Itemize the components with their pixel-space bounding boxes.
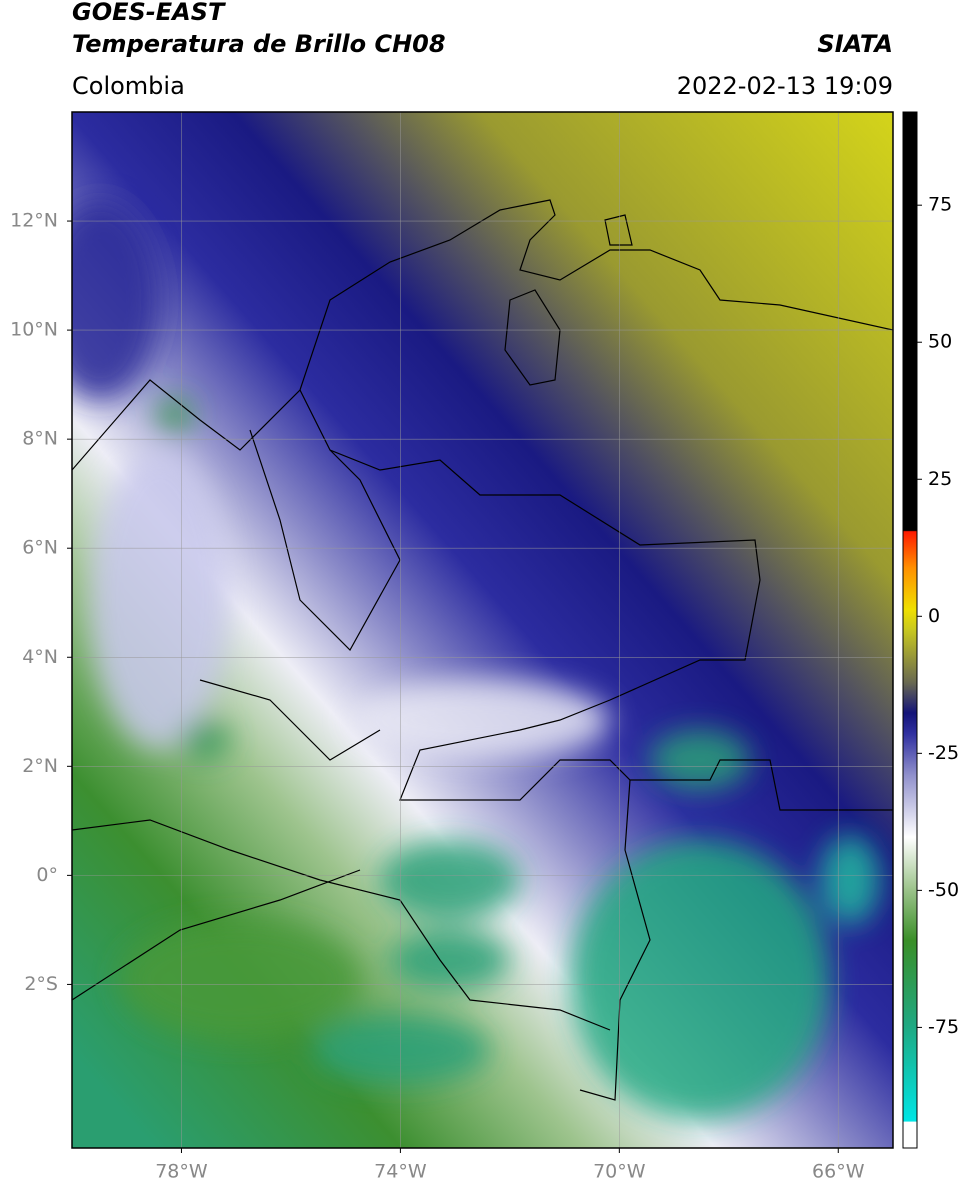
y-tick-label: 0° — [36, 864, 58, 886]
colorbar-tick-label: -50 — [928, 879, 959, 901]
y-tick-label: 10°N — [10, 319, 58, 341]
satellite-image — [72, 112, 893, 1148]
x-tick-label: 78°W — [155, 1161, 208, 1183]
title: GOES-EAST — [72, 0, 226, 26]
colorbar-tick-label: 0 — [928, 605, 940, 627]
colorbar-tick-label: 75 — [928, 194, 952, 216]
region: Colombia — [72, 72, 185, 100]
colorbar-tick-label: -25 — [928, 742, 959, 764]
colorbar-tick-label: 25 — [928, 468, 952, 490]
y-tick-label: 4°N — [22, 646, 58, 668]
x-tick-label: 66°W — [812, 1161, 865, 1183]
y-tick-label: 6°N — [22, 537, 58, 559]
y-tick-label: 2°N — [22, 755, 58, 777]
colorbar — [902, 111, 918, 1149]
colorbar-tick-label: 50 — [928, 331, 952, 353]
y-tick-label: 8°N — [22, 428, 58, 450]
datetime: 2022-02-13 19:09 — [677, 72, 893, 100]
source: SIATA — [817, 30, 893, 58]
x-tick-label: 74°W — [374, 1161, 427, 1183]
y-tick-label: 2°S — [24, 973, 58, 995]
y-tick-label: 12°N — [10, 210, 58, 232]
x-tick-label: 70°W — [593, 1161, 646, 1183]
subtitle: Temperatura de Brillo CH08 — [72, 30, 446, 58]
grid — [72, 112, 893, 1148]
map-frame — [71, 111, 894, 1149]
colorbar-tick-label: -75 — [928, 1016, 959, 1038]
